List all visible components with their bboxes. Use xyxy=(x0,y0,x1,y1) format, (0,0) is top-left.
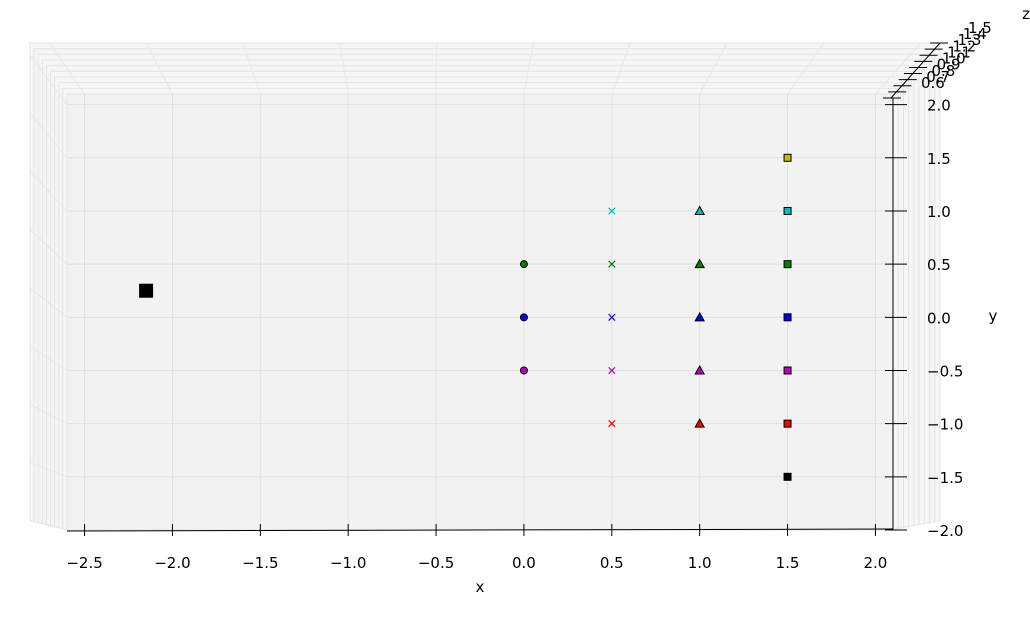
z-tick-label: 0.6 xyxy=(921,74,945,92)
pane-layer-0 xyxy=(66,93,894,531)
y-gridline-depth xyxy=(29,403,68,425)
z-axis-line xyxy=(890,42,941,99)
x-gridline-depth xyxy=(523,42,534,95)
y-tick-label: 1.5 xyxy=(927,150,951,168)
x-tick-label: −2.5 xyxy=(66,554,102,572)
grid-lines xyxy=(29,42,922,531)
z-tick-label: 1.5 xyxy=(968,19,992,37)
z-tick-label: 1.1 xyxy=(947,43,971,61)
y-gridline-depth xyxy=(29,520,68,531)
x-tick-label: −1.0 xyxy=(330,554,366,572)
z-tick-label: 0.7 xyxy=(926,68,950,86)
y-gridline-depth xyxy=(29,229,68,265)
point-square xyxy=(783,153,792,162)
y-tick-label: 2.0 xyxy=(927,97,951,115)
x-gridline-depth xyxy=(787,42,825,95)
x-tick-label: −2.0 xyxy=(154,554,190,572)
x-gridline-depth xyxy=(699,42,728,95)
x-gridline-depth xyxy=(339,42,349,95)
point-circle xyxy=(519,260,528,269)
axes xyxy=(66,42,948,536)
z-tick-label: 1.4 xyxy=(963,25,987,43)
x-gridline-depth xyxy=(435,42,438,95)
y-tick-label: 0.0 xyxy=(927,309,951,327)
z-tick-label: 1.3 xyxy=(958,31,982,49)
x-tick-label: 0.0 xyxy=(512,554,536,572)
point-triangle xyxy=(694,311,706,322)
z-tick-label: 1.2 xyxy=(952,37,976,55)
x-tick-label: 0.5 xyxy=(600,554,624,572)
x-tick-label: 2.0 xyxy=(863,554,887,572)
y-gridline-depth xyxy=(29,287,68,318)
point-x xyxy=(608,420,616,428)
y-gridline-depth xyxy=(29,112,68,159)
x-gridline-depth xyxy=(611,42,631,95)
point-triangle xyxy=(694,364,706,375)
y-tick-label: −1.0 xyxy=(927,416,963,434)
point-circle xyxy=(519,313,528,322)
point-x xyxy=(608,207,616,215)
point-square xyxy=(783,472,792,481)
z-tick-label: 1.0 xyxy=(942,50,966,68)
z-axis-label: z xyxy=(1022,5,1030,23)
x-tick-label: 1.0 xyxy=(688,554,712,572)
y-gridline-depth xyxy=(29,462,68,478)
z-tick-label: 0.9 xyxy=(937,56,961,74)
y-tick-label: −0.5 xyxy=(927,362,963,380)
back-pane-layers xyxy=(29,42,941,531)
x-tick-label: −0.5 xyxy=(418,554,454,572)
point-triangle xyxy=(694,205,706,215)
z-tick-label: 0.8 xyxy=(931,62,955,80)
point-x xyxy=(608,313,616,321)
x-axis-label: x xyxy=(476,578,485,596)
data-points xyxy=(139,153,792,481)
y-gridline-depth xyxy=(29,54,68,105)
tick-labels: −2.5 −2.0 −1.5 −1.0 −0.5 0.0 0.5 1.0 1.5 2.02.01.… xyxy=(66,19,992,572)
y-tick-label: 1.0 xyxy=(927,203,951,221)
point-square xyxy=(139,283,154,298)
x-gridline-depth xyxy=(48,42,85,95)
point-x xyxy=(608,366,616,375)
point-square xyxy=(783,313,792,322)
point-triangle xyxy=(694,258,706,269)
point-square xyxy=(783,260,792,269)
x-gridline-depth xyxy=(875,42,922,95)
y-gridline-depth xyxy=(29,345,68,371)
point-circle xyxy=(519,366,528,375)
x-axis-line xyxy=(66,528,894,532)
point-square xyxy=(783,206,792,215)
point-x xyxy=(608,260,616,268)
y-gridline-depth xyxy=(29,170,68,212)
y-tick-label: −2.0 xyxy=(927,522,963,540)
y-tick-label: 0.5 xyxy=(927,256,951,274)
point-square xyxy=(783,366,792,375)
x-gridline-depth xyxy=(242,42,261,95)
y-tick-label: −1.5 xyxy=(927,469,963,487)
y-axis-label: y xyxy=(989,307,998,325)
x-gridline-depth xyxy=(145,42,173,95)
x-tick-label: 1.5 xyxy=(776,554,800,572)
x-tick-label: −1.5 xyxy=(242,554,278,572)
point-triangle xyxy=(694,418,706,428)
point-square xyxy=(783,419,792,428)
